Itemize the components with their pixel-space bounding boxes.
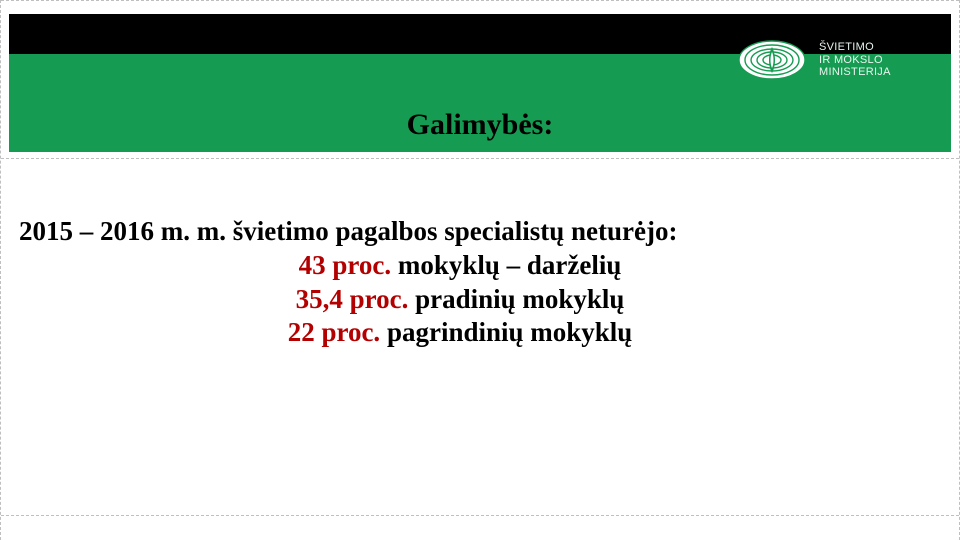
content-row-3: 22 proc. pagrindinių mokyklų [0,316,941,350]
ministry-logo: ŠVIETIMO IR MOKSLO MINISTERIJA [735,32,935,88]
slide: ŠVIETIMO IR MOKSLO MINISTERIJA Galimybės… [0,0,960,540]
logo-line-1: ŠVIETIMO [819,41,891,54]
slide-title: Galimybės: [1,108,959,142]
content-row-2: 35,4 proc. pradinių mokyklų [0,283,941,317]
ministry-logo-icon [735,36,809,84]
bottom-dashed-rule [1,515,959,516]
mid-dashed-rule [1,158,959,159]
pct-value: 43 proc. [299,250,392,280]
pct-label: pradinių mokyklų [408,284,624,314]
top-dashed-rule [1,0,959,1]
pct-value: 22 proc. [288,317,381,347]
content-block: 2015 – 2016 m. m. švietimo pagalbos spec… [19,215,941,350]
content-row-1: 43 proc. mokyklų – darželių [0,249,941,283]
content-intro: 2015 – 2016 m. m. švietimo pagalbos spec… [19,215,941,249]
ministry-logo-text: ŠVIETIMO IR MOKSLO MINISTERIJA [819,41,891,79]
pct-value: 35,4 proc. [296,284,409,314]
pct-label: pagrindinių mokyklų [380,317,632,347]
logo-line-3: MINISTERIJA [819,66,891,79]
logo-line-2: IR MOKSLO [819,54,891,67]
pct-label: mokyklų – darželių [391,250,621,280]
